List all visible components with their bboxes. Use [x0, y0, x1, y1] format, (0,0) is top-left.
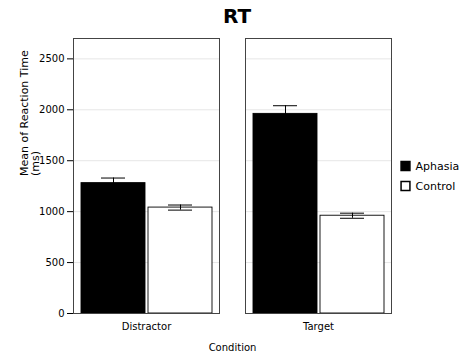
svg-text:500: 500 [45, 257, 64, 268]
svg-text:1500: 1500 [39, 155, 64, 166]
svg-text:Mean of Reaction Time(ms): Mean of Reaction Time(ms) [18, 50, 42, 176]
svg-text:Aphasia: Aphasia [416, 160, 460, 173]
svg-text:1000: 1000 [39, 206, 64, 217]
svg-text:2500: 2500 [39, 53, 64, 64]
svg-text:2000: 2000 [39, 104, 64, 115]
svg-text:0: 0 [58, 308, 64, 319]
svg-text:Target: Target [302, 321, 334, 332]
svg-text:Control: Control [416, 180, 456, 193]
html-text:RT: RT [222, 4, 252, 28]
svg-text:Condition: Condition [209, 342, 257, 353]
svg-text:Distractor: Distractor [122, 321, 172, 332]
